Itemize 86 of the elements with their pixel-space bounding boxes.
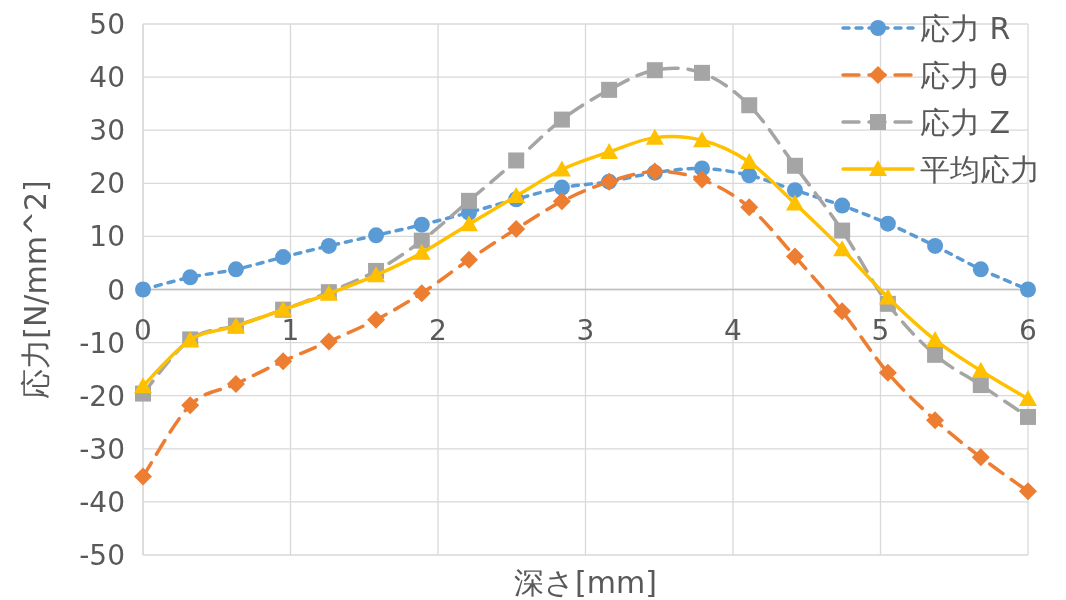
point — [182, 269, 199, 286]
point — [972, 377, 989, 394]
point — [927, 346, 944, 363]
point — [785, 194, 804, 211]
point — [552, 192, 571, 211]
point — [645, 128, 664, 145]
x-tick-label: 3 — [576, 313, 595, 347]
y-tick-label: 0 — [107, 273, 125, 307]
point — [740, 153, 759, 170]
point — [459, 250, 478, 269]
point — [274, 352, 293, 371]
point — [508, 152, 525, 169]
point — [740, 198, 759, 217]
point — [693, 131, 712, 148]
point — [227, 261, 244, 278]
x-tick-label: 1 — [281, 313, 300, 347]
point — [971, 361, 990, 378]
point — [833, 240, 852, 257]
y-tick-label: 50 — [89, 8, 125, 41]
x-tick-label: 5 — [871, 313, 890, 347]
y-tick-label: 40 — [89, 61, 125, 95]
point — [926, 330, 945, 347]
point — [878, 288, 897, 305]
y-tick-label: -20 — [79, 379, 125, 413]
point — [319, 332, 338, 351]
legend-label: 応力 Z — [920, 105, 1011, 140]
y-tick-label: -30 — [79, 432, 125, 466]
point — [694, 64, 711, 81]
y-tick-label: -10 — [79, 326, 125, 360]
point — [879, 215, 896, 232]
point — [601, 81, 618, 98]
y-tick-label: -50 — [79, 539, 125, 572]
legend-label: 平均応力 — [920, 152, 1040, 187]
point — [646, 62, 663, 79]
y-tick-label: -40 — [79, 485, 125, 519]
point — [134, 377, 152, 394]
legend-label: 応力 θ — [920, 58, 1008, 93]
point — [786, 182, 803, 199]
point — [741, 97, 758, 114]
point — [460, 192, 477, 209]
point — [833, 302, 852, 321]
point — [226, 375, 245, 394]
point — [786, 157, 803, 174]
point — [135, 281, 151, 298]
point — [459, 215, 478, 232]
point — [412, 284, 431, 303]
point — [693, 170, 712, 189]
point — [927, 237, 944, 254]
point — [320, 237, 337, 254]
point — [553, 111, 570, 128]
point — [834, 222, 851, 239]
point — [834, 197, 851, 214]
point — [972, 261, 989, 278]
point — [134, 467, 152, 486]
x-axis-title: 深さ[mm] — [514, 565, 657, 600]
point — [741, 167, 758, 184]
point — [971, 448, 990, 467]
x-tick-label: 2 — [429, 313, 447, 347]
point — [1019, 482, 1037, 501]
point — [1020, 281, 1036, 298]
point — [413, 216, 430, 233]
point — [878, 363, 897, 382]
x-tick-label: 6 — [1019, 313, 1037, 347]
point — [507, 187, 526, 204]
point — [553, 179, 570, 196]
y-tick-label: 10 — [89, 220, 125, 254]
point — [926, 411, 945, 430]
y-tick-label: 30 — [89, 114, 125, 148]
point — [368, 227, 385, 244]
x-tick-label: 0 — [134, 313, 152, 347]
point — [785, 247, 804, 266]
point — [412, 243, 431, 260]
point — [600, 142, 619, 159]
point — [1019, 389, 1037, 406]
point — [181, 396, 200, 415]
y-tick-label: 20 — [89, 167, 125, 201]
y-axis-title: 応力[N/mm^2] — [18, 180, 53, 399]
point — [367, 266, 386, 283]
point — [1020, 408, 1036, 425]
point — [275, 249, 292, 266]
point — [552, 160, 571, 177]
legend-label: 応力 R — [920, 11, 1011, 46]
point — [367, 310, 386, 329]
point — [507, 219, 526, 238]
x-tick-label: 4 — [724, 313, 742, 347]
point — [413, 232, 430, 249]
